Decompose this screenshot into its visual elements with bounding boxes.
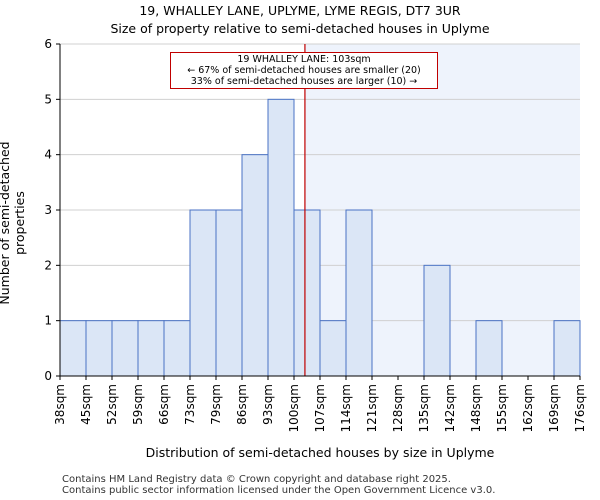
x-tick-label: 128sqm [391, 384, 405, 432]
bar [215, 209, 243, 377]
bar [267, 98, 295, 377]
bar [163, 320, 191, 377]
x-tick-label: 107sqm [313, 384, 327, 432]
chart-subtitle: Size of property relative to semi-detach… [110, 21, 490, 36]
footer-line-1: Contains HM Land Registry data © Crown c… [62, 474, 451, 485]
annotation-line-3: 33% of semi-detached houses are larger (… [190, 76, 418, 87]
annotation-box: 19 WHALLEY LANE: 103sqm ← 67% of semi-de… [170, 52, 438, 89]
bar [59, 320, 87, 377]
x-tick-label: 142sqm [443, 384, 457, 432]
x-tick-label: 73sqm [183, 384, 197, 425]
x-tick-label: 100sqm [287, 384, 301, 432]
bar [475, 320, 503, 377]
chart-title: 19, WHALLEY LANE, UPLYME, LYME REGIS, DT… [139, 3, 461, 18]
bar [553, 320, 581, 377]
x-tick-label: 169sqm [547, 384, 561, 432]
x-tick-label: 66sqm [157, 384, 171, 425]
footer-line-2: Contains public sector information licen… [62, 485, 496, 496]
x-tick-label: 155sqm [495, 384, 509, 432]
bar [319, 320, 347, 377]
x-tick-label: 59sqm [131, 384, 145, 425]
x-tick-label: 38sqm [53, 384, 67, 425]
y-tick-label: 6 [44, 37, 52, 51]
y-tick-label: 0 [44, 369, 52, 383]
y-axis-label: Number of semi-detached properties [0, 141, 27, 305]
y-tick-label: 5 [44, 92, 52, 106]
x-tick-label: 93sqm [261, 384, 275, 425]
x-tick-label: 135sqm [417, 384, 431, 432]
x-tick-label: 86sqm [235, 384, 249, 425]
bar [111, 320, 139, 377]
bar [241, 154, 269, 377]
bar [345, 209, 373, 377]
x-tick-label: 45sqm [79, 384, 93, 425]
bar [189, 209, 217, 377]
annotation-line-1: 19 WHALLEY LANE: 103sqm [237, 54, 371, 65]
x-tick-label: 52sqm [105, 384, 119, 425]
x-tick-label: 79sqm [209, 384, 223, 425]
y-tick-label: 2 [44, 258, 52, 272]
x-tick-label: 176sqm [573, 384, 587, 432]
y-tick-label: 1 [44, 314, 52, 328]
bar [137, 320, 165, 377]
x-tick-label: 162sqm [521, 384, 535, 432]
annotation-line-2: ← 67% of semi-detached houses are smalle… [187, 65, 421, 76]
bar [423, 264, 451, 377]
y-tick-label: 3 [44, 203, 52, 217]
bar [85, 320, 113, 377]
bar [293, 209, 321, 377]
y-tick-label: 4 [44, 148, 52, 162]
x-axis-label: Distribution of semi-detached houses by … [145, 445, 495, 460]
x-tick-label: 148sqm [469, 384, 483, 432]
x-tick-label: 121sqm [365, 384, 379, 432]
x-tick-label: 114sqm [339, 384, 353, 432]
